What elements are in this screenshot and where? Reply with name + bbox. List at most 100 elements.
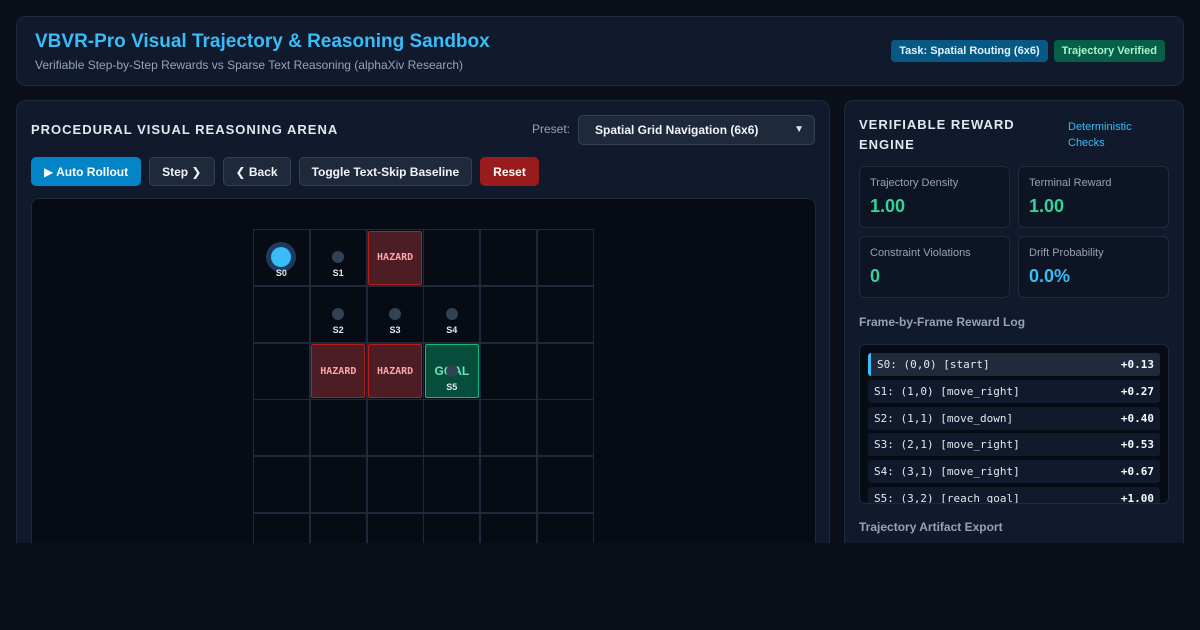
status-badge: Trajectory Verified — [1053, 40, 1165, 62]
metric-constraint-violations: Constraint Violations 0 — [859, 236, 1010, 298]
grid-cell — [480, 342, 538, 400]
grid-cell — [480, 229, 538, 286]
metric-trajectory-density: Trajectory Density 1.00 — [859, 166, 1010, 228]
reset-button[interactable]: Reset — [480, 157, 539, 186]
auto-rollout-button[interactable]: ▶ Auto Rollout — [31, 157, 142, 186]
hazard-tile: HAZARD — [368, 344, 423, 399]
log-row[interactable]: S0: (0,0) [start] +0.13 — [868, 353, 1160, 376]
trajectory-node[interactable] — [332, 251, 345, 264]
app-header: VBVR-Pro Visual Trajectory & Reasoning S… — [16, 16, 1184, 86]
grid-cell — [309, 456, 367, 514]
log-row-text: S4: (3,1) [move_right] — [874, 465, 1020, 479]
export-title: Trajectory Artifact Export — [859, 520, 1003, 534]
grid-cell — [537, 399, 594, 457]
hazard-tile: HAZARD — [368, 230, 423, 285]
log-row-text: S5: (3,2) [reach_goal] — [874, 492, 1020, 504]
grid-cell — [480, 513, 538, 543]
grid-cell — [253, 342, 310, 400]
log-row-text: S3: (2,1) [move_right] — [874, 438, 1020, 452]
trajectory-node[interactable] — [445, 365, 458, 377]
grid-cell — [366, 456, 424, 514]
trajectory-node[interactable] — [332, 308, 345, 321]
reward-log[interactable]: S0: (0,0) [start] +0.13 S1: (1,0) [move_ri… — [859, 344, 1169, 504]
log-row[interactable]: S3: (2,1) [move_right] +0.53 — [868, 433, 1160, 457]
app-title: VBVR-Pro Visual Trajectory & Reasoning S… — [35, 31, 490, 52]
grid-cell — [253, 229, 310, 286]
engine-title: VERIFIABLE REWARD ENGINE — [859, 117, 1015, 152]
trajectory-node-label: S3 — [389, 325, 401, 336]
app-subtitle: Verifiable Step-by-Step Rewards vs Spars… — [35, 58, 463, 72]
metric-label: Trajectory Density — [870, 177, 959, 189]
toggle-baseline-button[interactable]: Toggle Text-Skip Baseline — [298, 157, 473, 186]
grid-cell — [537, 456, 594, 514]
metric-label: Terminal Reward — [1029, 177, 1112, 189]
arena-canvas[interactable]: HAZARDHAZARDHAZARDGOALS0S1S2S3S4S5 — [31, 198, 816, 543]
preset-label: Preset: — [532, 122, 571, 136]
log-row-text: S2: (1,1) [move_down] — [874, 411, 1014, 425]
trajectory-node-label: S5 — [446, 382, 458, 392]
log-row-text: S1: (1,0) [move_right] — [874, 384, 1020, 398]
reward-engine-panel: VERIFIABLE REWARD ENGINE Deterministic C… — [844, 100, 1184, 543]
trajectory-node[interactable] — [445, 308, 458, 321]
log-row[interactable]: S4: (3,1) [move_right] +0.67 — [868, 460, 1160, 484]
log-row[interactable]: S2: (1,1) [move_down] +0.40 — [868, 406, 1160, 430]
trajectory-node-label: S0 — [275, 268, 287, 279]
trajectory-node-label: S1 — [332, 268, 344, 279]
grid-cell — [366, 399, 424, 457]
deterministic-checks-link[interactable]: Deterministic Checks — [1068, 121, 1132, 149]
trajectory-node[interactable] — [389, 308, 401, 321]
app-viewport: VBVR-Pro Visual Trajectory & Reasoning S… — [16, 16, 1184, 543]
metric-value: 1.00 — [1029, 196, 1065, 216]
trajectory-node-label: S2 — [332, 325, 344, 336]
step-button[interactable]: Step ❯ — [149, 157, 215, 186]
grid-cell — [309, 229, 367, 286]
metric-drift-probability: Drift Probability 0.0% — [1018, 236, 1169, 298]
grid-cell — [537, 229, 594, 286]
grid-cell — [423, 399, 481, 457]
grid-cell — [537, 285, 594, 343]
arena-toolbar: ▶ Auto Rollout Step ❯ ❮ Back Toggle Text… — [31, 157, 539, 186]
back-button[interactable]: ❮ Back — [222, 157, 291, 186]
metric-value: 0.0% — [1029, 266, 1071, 286]
grid-cell — [480, 285, 538, 343]
metric-value: 1.00 — [870, 196, 906, 216]
hazard-tile: HAZARD — [311, 344, 366, 399]
log-row[interactable]: S5: (3,2) [reach_goal] +1.00 — [868, 487, 1160, 504]
chevron-down-icon: ▼ — [794, 124, 804, 135]
metric-label: Drift Probability — [1029, 247, 1104, 259]
log-row-reward: +0.27 — [1120, 384, 1154, 398]
grid-cell — [423, 513, 481, 543]
arena-title: PROCEDURAL VISUAL REASONING ARENA — [31, 122, 339, 137]
trajectory-node-label: S4 — [446, 325, 458, 336]
grid-cell — [480, 456, 538, 514]
log-row[interactable]: S1: (1,0) [move_right] +0.27 — [868, 379, 1160, 403]
grid-cell — [423, 342, 481, 400]
grid-cell — [423, 285, 481, 343]
log-row-reward: +0.53 — [1120, 438, 1154, 452]
metric-value: 0 — [870, 266, 881, 286]
agent-position-marker[interactable] — [271, 247, 292, 268]
grid-cell — [423, 456, 481, 514]
arena-panel: PROCEDURAL VISUAL REASONING ARENA Preset… — [16, 100, 830, 543]
grid-cell — [253, 513, 310, 543]
grid-cell — [480, 399, 538, 457]
grid-cell — [366, 342, 424, 400]
grid-cell — [537, 513, 594, 543]
log-row-text: S0: (0,0) [start] — [877, 358, 990, 371]
task-badge: Task: Spatial Routing (6x6) — [891, 40, 1048, 62]
grid-cell — [309, 399, 367, 457]
preset-select-value: Spatial Grid Navigation (6x6) — [595, 123, 759, 137]
grid-cell — [253, 285, 310, 343]
metric-label: Constraint Violations — [870, 247, 971, 259]
log-row-reward: +0.13 — [1120, 358, 1154, 371]
grid-cell — [253, 456, 310, 514]
grid-cell — [537, 342, 594, 400]
header-badges: Task: Spatial Routing (6x6) Trajectory V… — [891, 40, 1165, 62]
preset-select[interactable]: Spatial Grid Navigation (6x6) ▼ — [578, 115, 815, 145]
grid-cell — [423, 229, 481, 286]
grid-cell — [366, 229, 424, 286]
grid-cell — [366, 513, 424, 543]
grid-cell — [309, 342, 367, 400]
log-row-reward: +0.40 — [1120, 411, 1154, 425]
log-row-reward: +0.67 — [1120, 465, 1154, 479]
